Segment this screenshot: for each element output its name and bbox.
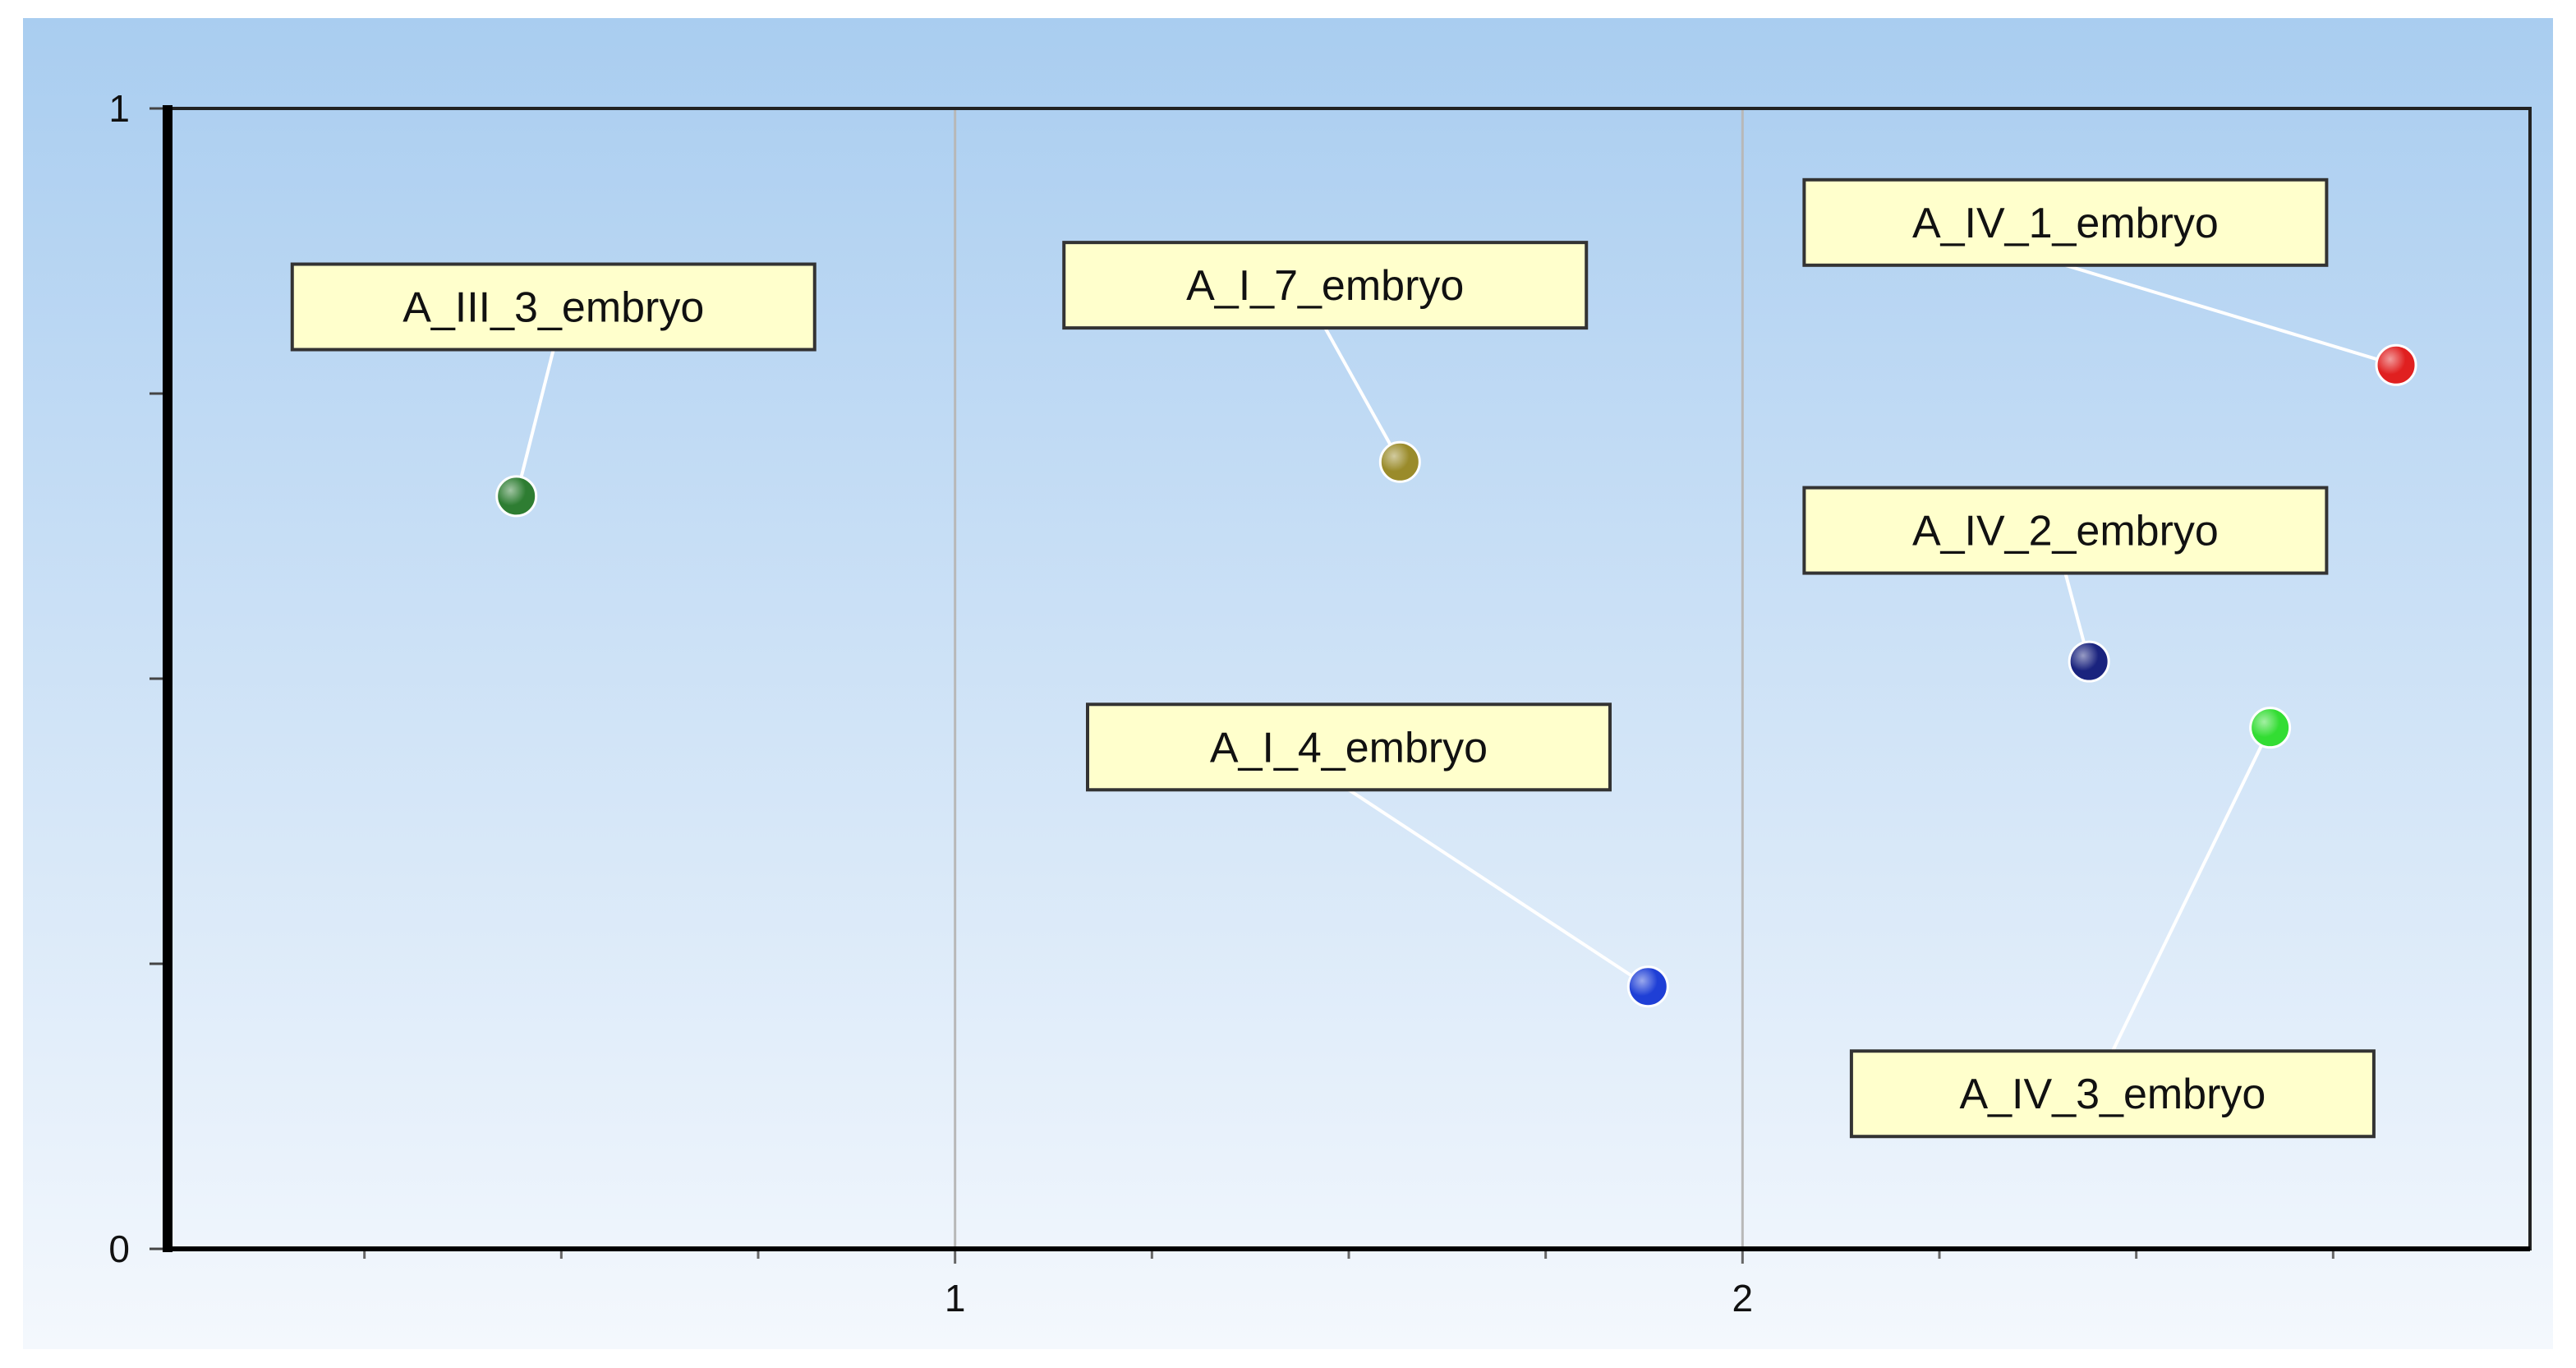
point-shine-a-iv-2-embryo (2069, 642, 2109, 682)
label-text-a-i-7-embryo: A_I_7_embryo (1186, 262, 1464, 310)
label-box-a-i-7-embryo (1062, 241, 1589, 330)
point-shine-a-iv-1-embryo (2376, 345, 2417, 385)
label-text-a-iv-1-embryo: A_IV_1_embryo (1912, 200, 2219, 247)
point-layer (495, 343, 2417, 1008)
point-shine-a-iv-3-embryo (2250, 707, 2290, 748)
label-text-a-iii-3-embryo: A_III_3_embryo (402, 284, 704, 332)
label-box-a-iv-2-embryo (1802, 486, 2329, 575)
label-layer: A_III_3_embryo A_I_7_embryo A_I_4_embryo A_… (290, 177, 2376, 1139)
x-tick-label-1: 1 (945, 1277, 966, 1320)
label-box-a-iv-3-embryo (1849, 1049, 2376, 1139)
x-tick-label-2: 2 (1732, 1277, 1754, 1320)
grid-layer (954, 110, 1744, 1247)
label-box-a-iii-3-embryo (290, 262, 816, 352)
point-shine-a-iii-3-embryo (496, 476, 536, 516)
connector-a-iii-3-embryo (514, 349, 555, 497)
point-shine-a-i-7-embryo (1380, 442, 1420, 482)
axis-layer: 1 2 0 1 (108, 87, 2532, 1320)
connector-a-iv-3-embryo (2111, 726, 2272, 1052)
label-box-a-iv-1-embryo (1802, 177, 2329, 267)
label-text-a-iv-3-embryo: A_IV_3_embryo (1959, 1071, 2266, 1118)
label-box-a-i-4-embryo (1086, 702, 1612, 792)
label-text-a-i-4-embryo: A_I_4_embryo (1210, 724, 1488, 772)
label-text-a-iv-2-embryo: A_IV_2_embryo (1912, 508, 2219, 555)
connector-a-iv-1-embryo (2064, 263, 2397, 367)
y-tick-label-1: 1 (108, 87, 130, 130)
point-shine-a-i-4-embryo (1628, 966, 1668, 1006)
connector-a-i-4-embryo (1347, 788, 1649, 988)
y-tick-label-0: 0 (108, 1228, 130, 1270)
connector-a-i-7-embryo (1323, 327, 1402, 463)
